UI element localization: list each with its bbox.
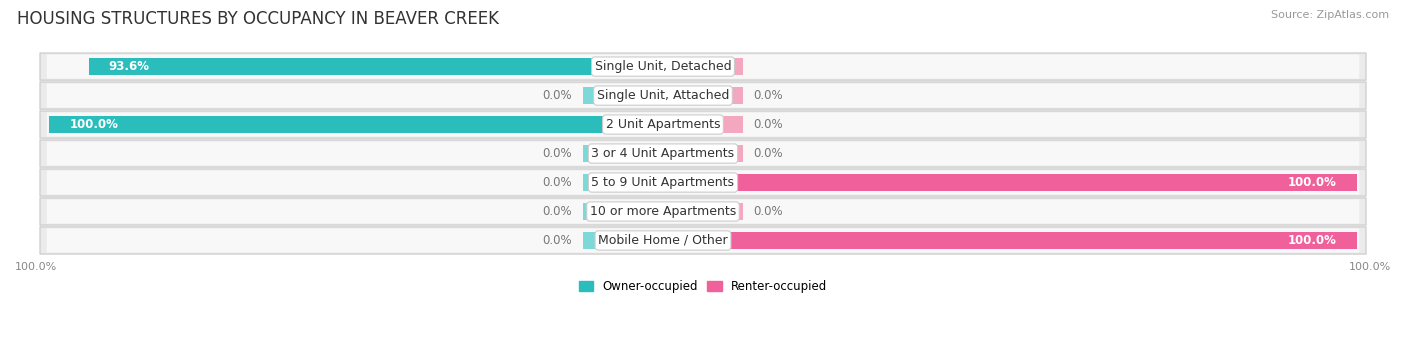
Text: Single Unit, Attached: Single Unit, Attached [596,89,730,102]
Bar [583,174,664,191]
Text: 5 to 9 Unit Apartments: 5 to 9 Unit Apartments [592,176,734,189]
Bar [583,87,664,104]
FancyBboxPatch shape [46,170,1360,195]
Bar [583,203,664,220]
Text: 0.0%: 0.0% [543,205,572,218]
Bar [583,232,664,249]
Bar [664,58,709,75]
Text: HOUSING STRUCTURES BY OCCUPANCY IN BEAVER CREEK: HOUSING STRUCTURES BY OCCUPANCY IN BEAVE… [17,10,499,28]
Text: 93.6%: 93.6% [108,60,149,73]
Text: Single Unit, Detached: Single Unit, Detached [595,60,731,73]
FancyBboxPatch shape [39,227,1367,254]
Text: 0.0%: 0.0% [543,176,572,189]
FancyBboxPatch shape [46,142,1360,166]
Text: 0.0%: 0.0% [543,89,572,102]
Text: Mobile Home / Other: Mobile Home / Other [598,234,728,247]
FancyBboxPatch shape [39,111,1367,138]
Text: 0.0%: 0.0% [754,118,783,131]
FancyBboxPatch shape [46,113,1360,136]
Bar [664,232,1357,249]
Bar [664,174,1357,191]
Bar [664,58,742,75]
Text: 6.5%: 6.5% [655,60,688,73]
Text: 100.0%: 100.0% [1288,234,1337,247]
Text: 2 Unit Apartments: 2 Unit Apartments [606,118,720,131]
FancyBboxPatch shape [39,169,1367,196]
FancyBboxPatch shape [39,53,1367,80]
Text: 100.0%: 100.0% [69,118,118,131]
Text: 100.0%: 100.0% [1288,176,1337,189]
Text: 0.0%: 0.0% [543,234,572,247]
Bar [664,203,742,220]
Bar [49,116,664,133]
FancyBboxPatch shape [39,198,1367,225]
Bar [583,58,664,75]
Legend: Owner-occupied, Renter-occupied: Owner-occupied, Renter-occupied [574,275,832,298]
Bar [583,116,664,133]
FancyBboxPatch shape [46,83,1360,108]
Bar [664,174,742,191]
Bar [664,116,742,133]
Text: 0.0%: 0.0% [754,89,783,102]
FancyBboxPatch shape [46,228,1360,252]
Text: Source: ZipAtlas.com: Source: ZipAtlas.com [1271,10,1389,20]
Text: 0.0%: 0.0% [754,205,783,218]
Text: 0.0%: 0.0% [543,147,572,160]
FancyBboxPatch shape [39,82,1367,109]
Text: 0.0%: 0.0% [754,147,783,160]
FancyBboxPatch shape [39,140,1367,167]
Bar [583,145,664,162]
FancyBboxPatch shape [46,54,1360,79]
Bar [664,87,742,104]
Text: 10 or more Apartments: 10 or more Apartments [591,205,737,218]
Bar [664,145,742,162]
Text: 3 or 4 Unit Apartments: 3 or 4 Unit Apartments [592,147,734,160]
Bar [89,58,664,75]
FancyBboxPatch shape [46,199,1360,224]
Bar [664,232,742,249]
